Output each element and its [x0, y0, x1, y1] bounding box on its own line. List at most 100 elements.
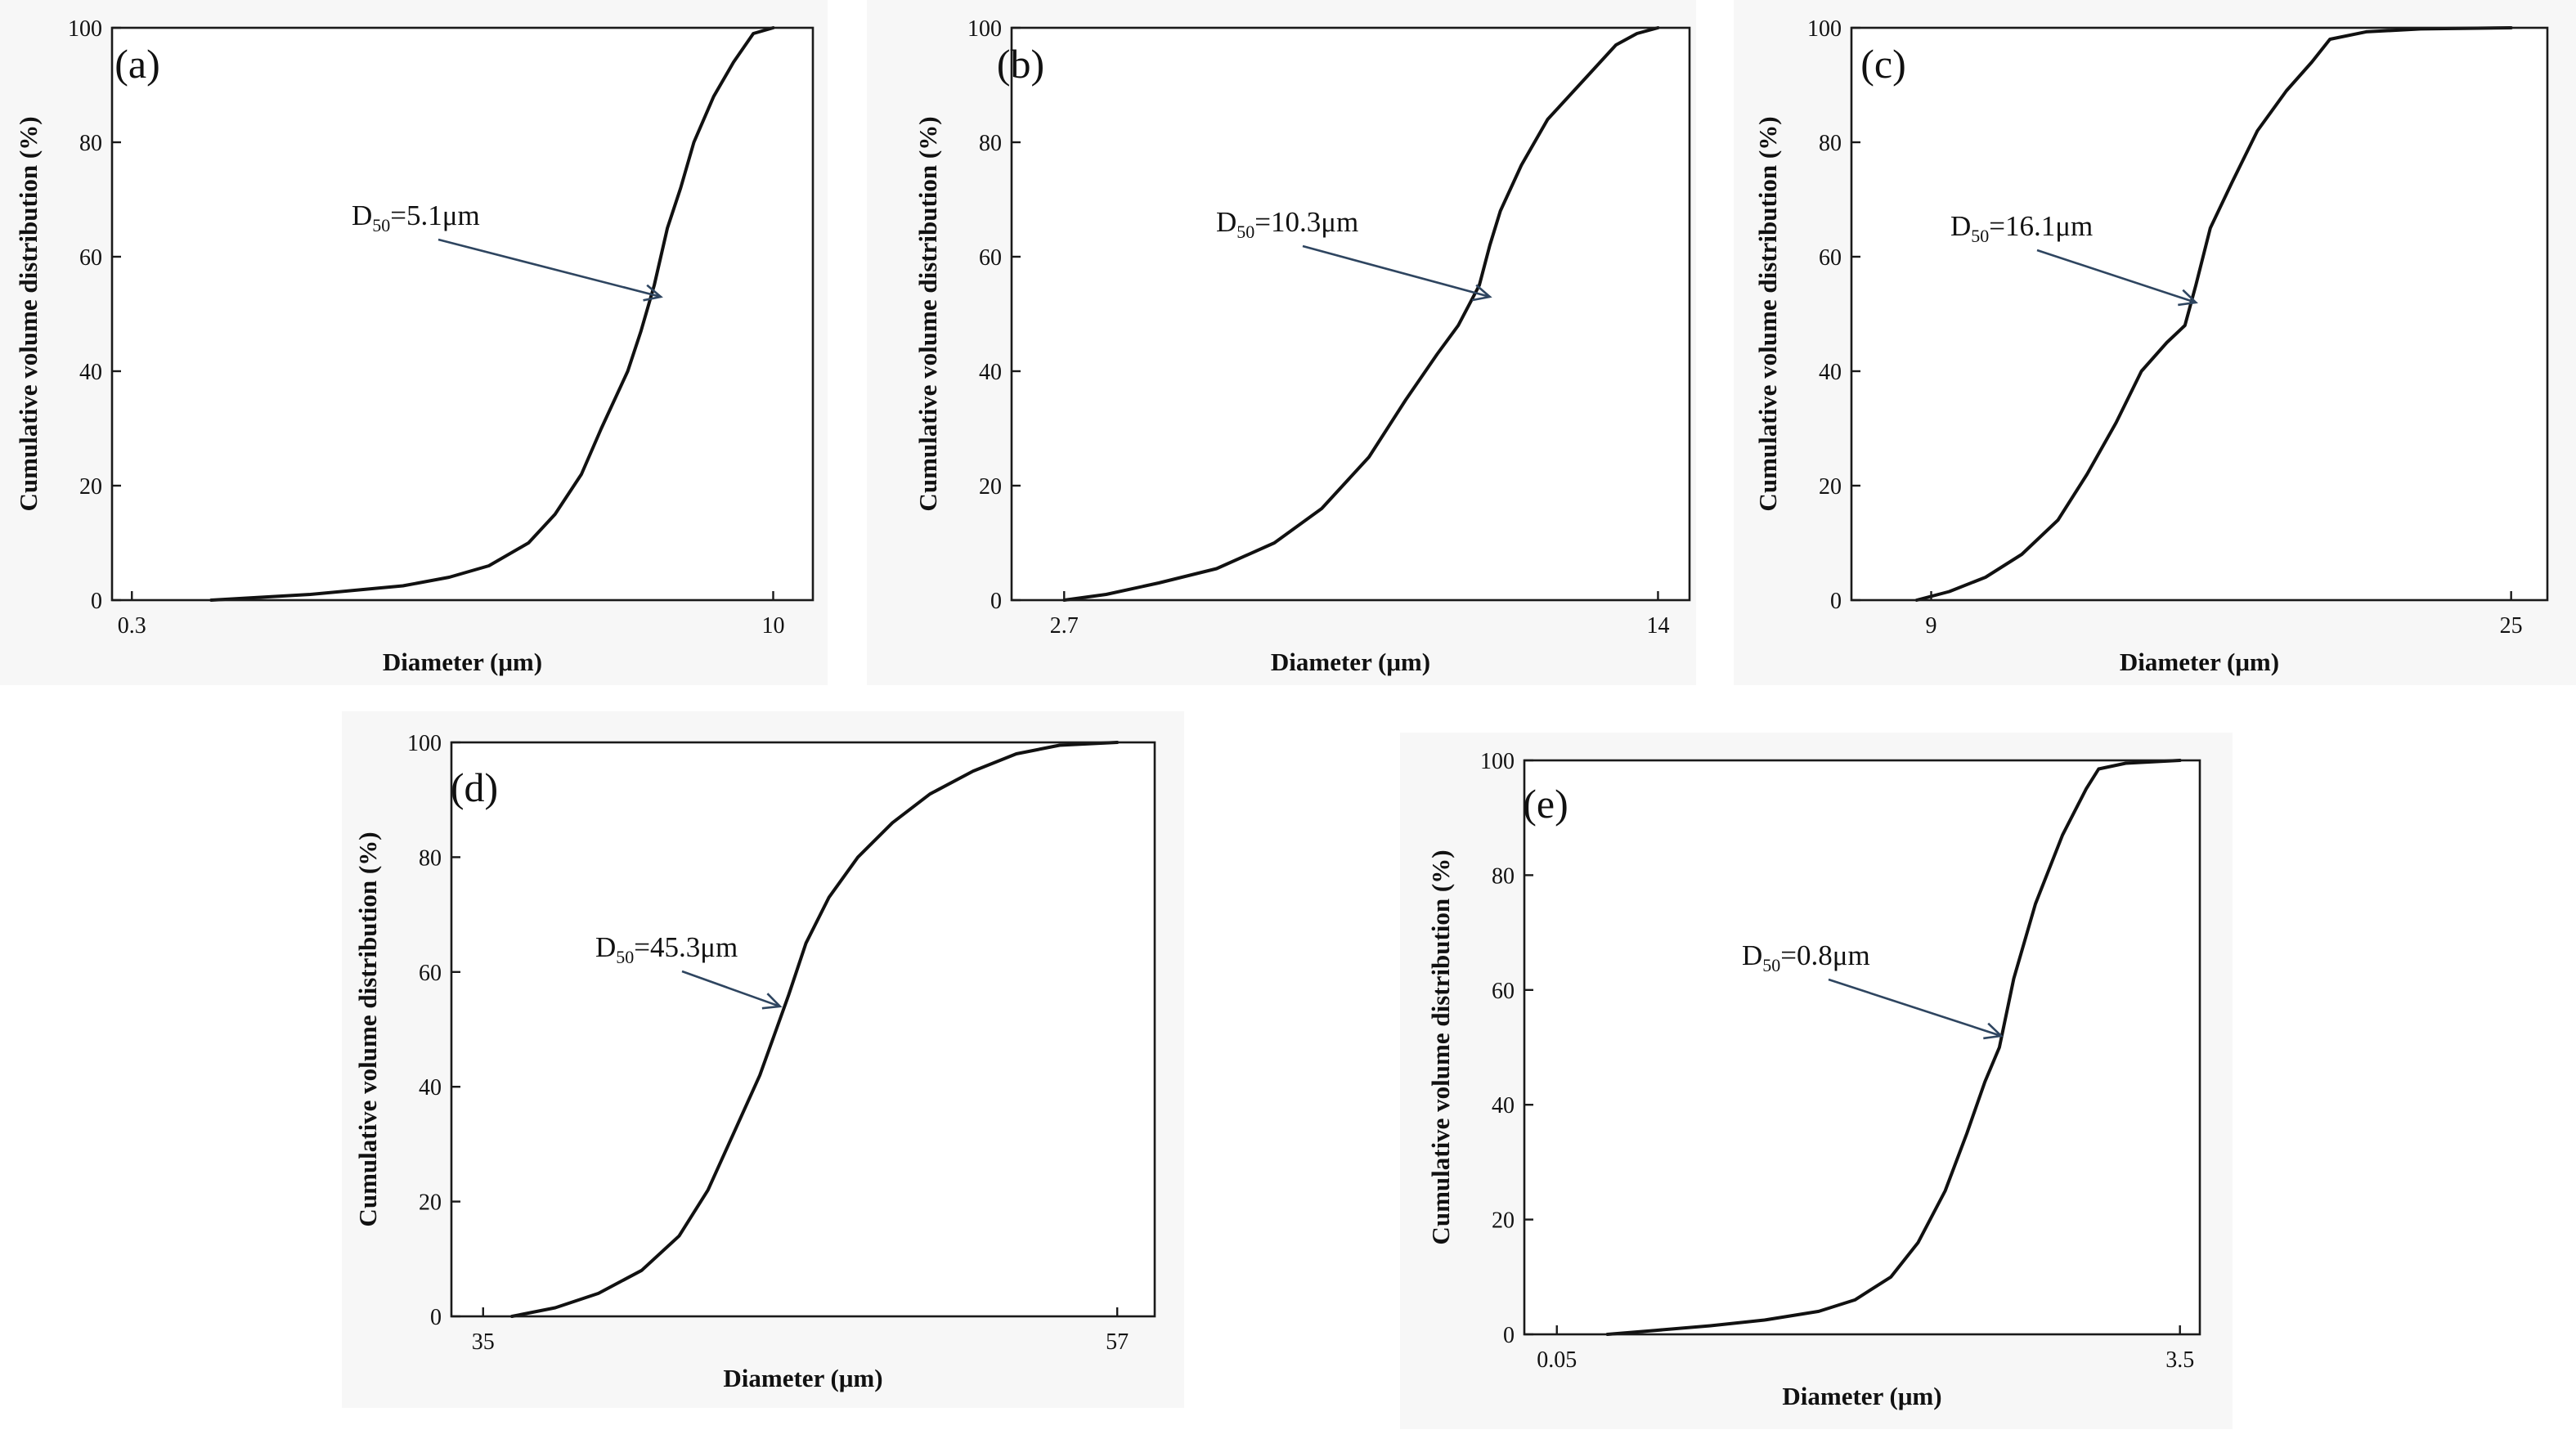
y-tick-label: 20 [419, 1190, 442, 1216]
cumulative-curve [510, 741, 1120, 1318]
cumulative-curve [1062, 26, 1660, 602]
y-axis-title: Cumulative volume distribution (%) [353, 832, 382, 1226]
y-tick-label: 40 [979, 360, 1002, 385]
d50-annotation: D50=0.8μm [1742, 939, 1870, 975]
d50-value: =10.3μm [1254, 206, 1358, 238]
panel-label: (d) [451, 764, 498, 810]
x-tick-label: 0.05 [1537, 1347, 1577, 1373]
d50-prefix: D [595, 931, 616, 963]
plot-area [1524, 760, 2200, 1334]
chart-panel-b: 0 20 40 60 80 100 2.7 14 Diameter (μm) Cumulative… [867, 0, 1696, 685]
y-tick-label: 80 [79, 131, 102, 156]
x-tick-label: 2.7 [1050, 613, 1079, 639]
x-tick-label: 10 [761, 613, 784, 639]
y-tick-label: 20 [979, 474, 1002, 500]
x-axis-title: Diameter (μm) [383, 648, 542, 676]
d50-subscript: 50 [372, 215, 390, 235]
y-axis-title: Cumulative volume distribution (%) [1753, 116, 1782, 511]
y-tick-label: 0 [1503, 1323, 1515, 1348]
panel-label: (c) [1860, 41, 1906, 87]
x-tick-label: 25 [2500, 613, 2523, 639]
d50-subscript: 50 [1971, 226, 1989, 246]
cumulative-curve [1605, 759, 2182, 1336]
y-tick-label: 100 [407, 731, 442, 756]
d50-annotation: D50=10.3μm [1216, 206, 1358, 242]
plot-frame [110, 26, 815, 602]
plot-area [1012, 28, 1690, 600]
plot-frame [1010, 26, 1691, 602]
y-tick-label: 100 [967, 16, 1002, 42]
x-tick-label: 3.5 [2165, 1347, 2194, 1373]
y-tick-label: 100 [68, 16, 102, 42]
chart-panel-e: 0 20 40 60 80 100 0.05 3.5 Diameter (μm) Cumulati… [1400, 733, 2233, 1429]
y-tick-label: 80 [1819, 131, 1842, 156]
y-axis-title: Cumulative volume distribution (%) [14, 116, 43, 511]
d50-value: =5.1μm [390, 199, 479, 231]
plot-area [1851, 28, 2547, 600]
y-tick-label: 0 [430, 1305, 442, 1330]
y-tick-label: 80 [979, 131, 1002, 156]
d50-arrow-shaft [681, 970, 781, 1008]
d50-arrow-shaft [438, 238, 662, 298]
d50-annotation: D50=16.1μm [1950, 210, 2093, 246]
chart-panel-a: 0 20 40 60 80 100 0.3 10 Diameter (μm) Cumulative… [0, 0, 828, 685]
d50-annotation: D50=45.3μm [595, 931, 738, 967]
x-tick-label: 0.3 [118, 613, 146, 639]
x-tick-label: 57 [1106, 1329, 1129, 1355]
y-axis-title: Cumulative volume distribution (%) [1426, 849, 1455, 1244]
y-tick-label: 60 [419, 961, 442, 986]
plot-frame [1523, 759, 2201, 1336]
d50-prefix: D [1216, 206, 1236, 238]
d50-arrow-shaft [1828, 978, 2002, 1038]
x-axis-title: Diameter (μm) [2120, 648, 2279, 676]
d50-arrow-head [2178, 289, 2198, 307]
y-tick-label: 20 [79, 474, 102, 500]
y-tick-label: 0 [1830, 589, 1842, 614]
d50-arrow-head [761, 993, 783, 1010]
chart-panel-d: 0 20 40 60 80 100 35 57 Diameter (μm) Cumulative … [342, 711, 1184, 1408]
x-axis-title: Diameter (μm) [1782, 1382, 1941, 1410]
cumulative-curve [209, 26, 775, 602]
plot-area [451, 742, 1155, 1316]
y-tick-label: 40 [1492, 1093, 1515, 1118]
plot-frame [450, 741, 1156, 1318]
d50-subscript: 50 [616, 947, 634, 967]
y-tick-label: 60 [979, 245, 1002, 271]
x-tick-label: 9 [1926, 613, 1937, 639]
y-tick-label: 0 [91, 589, 102, 614]
d50-arrow-shaft [2036, 249, 2197, 304]
y-tick-label: 60 [1819, 245, 1842, 271]
d50-prefix: D [1950, 210, 1971, 242]
x-axis-title: Diameter (μm) [1271, 648, 1430, 676]
y-tick-label: 20 [1492, 1208, 1515, 1234]
panel-label: (a) [114, 41, 160, 87]
d50-value: =0.8μm [1780, 939, 1869, 971]
x-tick-label: 35 [472, 1329, 495, 1355]
y-tick-label: 60 [1492, 979, 1515, 1004]
plot-frame [1850, 26, 2549, 602]
d50-annotation: D50=5.1μm [352, 199, 480, 235]
x-axis-title: Diameter (μm) [723, 1364, 882, 1392]
y-axis-title: Cumulative volume distribution (%) [913, 116, 942, 511]
panel-label: (b) [997, 41, 1044, 87]
y-tick-label: 100 [1480, 749, 1515, 774]
y-tick-label: 40 [419, 1075, 442, 1101]
d50-subscript: 50 [1236, 222, 1254, 242]
cumulative-curve [1914, 26, 2513, 602]
y-tick-label: 80 [1492, 863, 1515, 889]
d50-arrow-head [1983, 1022, 2004, 1040]
panel-label: (e) [1523, 781, 1568, 827]
d50-prefix: D [352, 199, 372, 231]
d50-value: =16.1μm [1989, 210, 2093, 242]
d50-value: =45.3μm [634, 931, 738, 963]
d50-arrow-shaft [1302, 244, 1491, 298]
x-tick-label: 14 [1646, 613, 1669, 639]
y-tick-label: 100 [1807, 16, 1842, 42]
y-tick-label: 20 [1819, 474, 1842, 500]
d50-prefix: D [1742, 939, 1762, 971]
y-tick-label: 40 [1819, 360, 1842, 385]
y-tick-label: 60 [79, 245, 102, 271]
y-tick-label: 40 [79, 360, 102, 385]
y-tick-label: 0 [990, 589, 1002, 614]
